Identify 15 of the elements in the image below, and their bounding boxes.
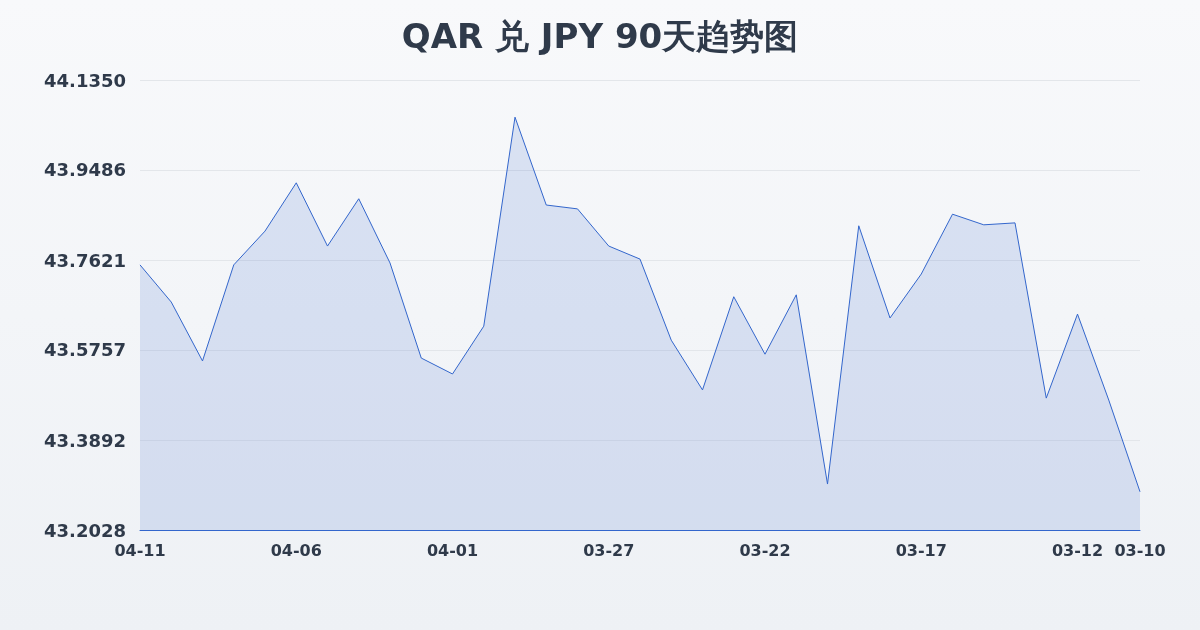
y-tick-label: 43.3892 [44,429,126,451]
y-tick-label: 43.9486 [44,159,126,181]
x-tick-label: 04-11 [114,540,166,560]
x-tick-label: 03-12 [1051,540,1104,560]
x-tick-label: 03-10 [1114,540,1166,560]
chart-title: QAR 兑 JPY 90天趋势图 [401,16,799,56]
y-tick-label: 43.7621 [44,249,126,271]
y-tick-label: 44.1350 [44,69,126,91]
x-tick-label: 03-22 [739,540,791,560]
x-tick-label: 04-01 [426,540,479,560]
x-tick-label: 03-17 [895,540,947,560]
x-tick-label: 03-27 [583,540,635,560]
y-tick-label: 43.2028 [44,519,126,541]
y-tick-label: 43.5757 [44,339,126,361]
x-tick-label: 04-06 [270,540,322,560]
